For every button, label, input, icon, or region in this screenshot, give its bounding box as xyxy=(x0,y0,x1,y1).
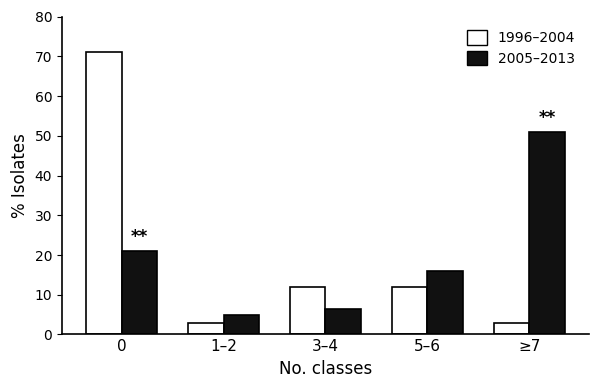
Text: **: ** xyxy=(538,109,556,127)
Y-axis label: % Isolates: % Isolates xyxy=(11,133,29,218)
Bar xyxy=(325,308,361,335)
Bar xyxy=(392,287,427,335)
Bar xyxy=(188,322,224,335)
Bar xyxy=(122,251,157,335)
Text: **: ** xyxy=(131,228,148,246)
Bar xyxy=(86,53,122,335)
X-axis label: No. classes: No. classes xyxy=(279,360,372,378)
Bar xyxy=(529,132,565,335)
Bar xyxy=(427,271,463,335)
Bar xyxy=(494,322,529,335)
Bar xyxy=(224,315,259,335)
Bar xyxy=(290,287,325,335)
Legend: 1996–2004, 2005–2013: 1996–2004, 2005–2013 xyxy=(460,24,582,73)
